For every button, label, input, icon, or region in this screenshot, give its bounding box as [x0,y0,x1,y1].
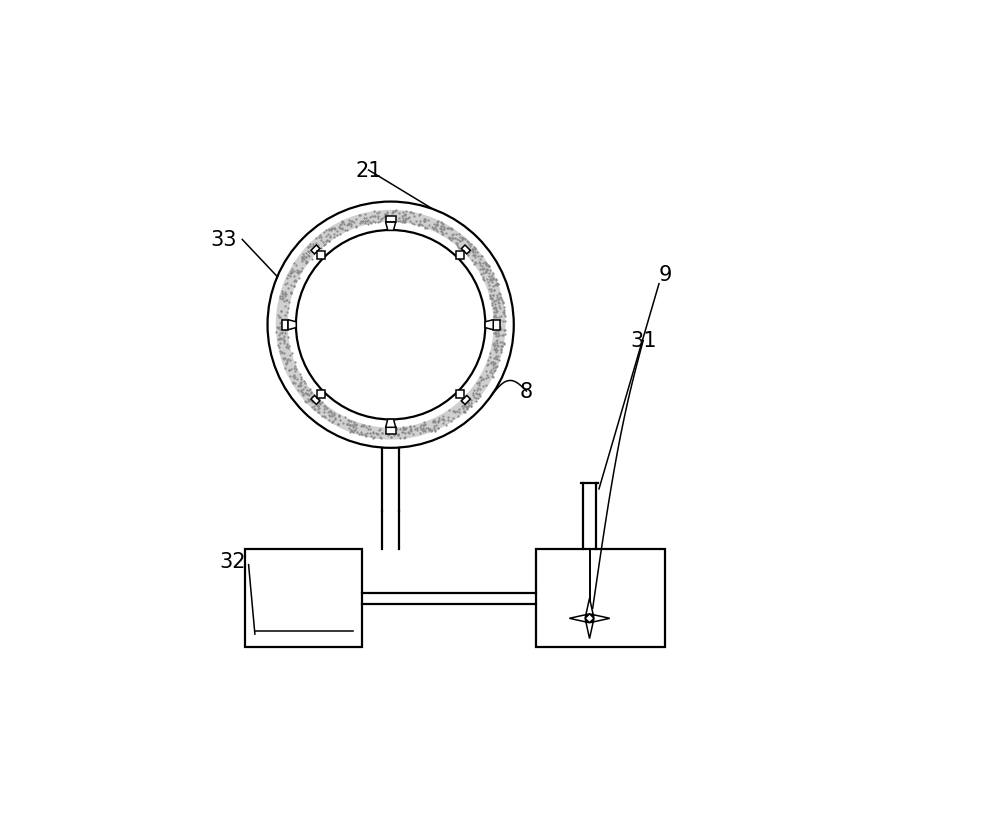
Text: 33: 33 [210,230,236,250]
Polygon shape [386,419,396,428]
Text: 8: 8 [520,382,533,401]
Polygon shape [311,246,320,255]
Polygon shape [386,428,396,434]
Polygon shape [493,320,500,330]
Polygon shape [456,391,464,399]
Polygon shape [386,223,396,231]
Text: 31: 31 [630,331,656,351]
Polygon shape [386,216,396,223]
Polygon shape [317,391,326,399]
Polygon shape [456,252,464,260]
Polygon shape [288,320,296,330]
Polygon shape [570,599,610,639]
Text: 9: 9 [658,265,672,285]
Polygon shape [461,396,470,405]
Polygon shape [281,320,288,330]
Polygon shape [485,320,493,330]
Bar [245,550,362,647]
Polygon shape [461,246,470,255]
Polygon shape [317,252,326,260]
Text: 32: 32 [219,552,246,572]
Text: 21: 21 [355,161,382,181]
Bar [536,550,665,647]
Polygon shape [311,396,320,405]
